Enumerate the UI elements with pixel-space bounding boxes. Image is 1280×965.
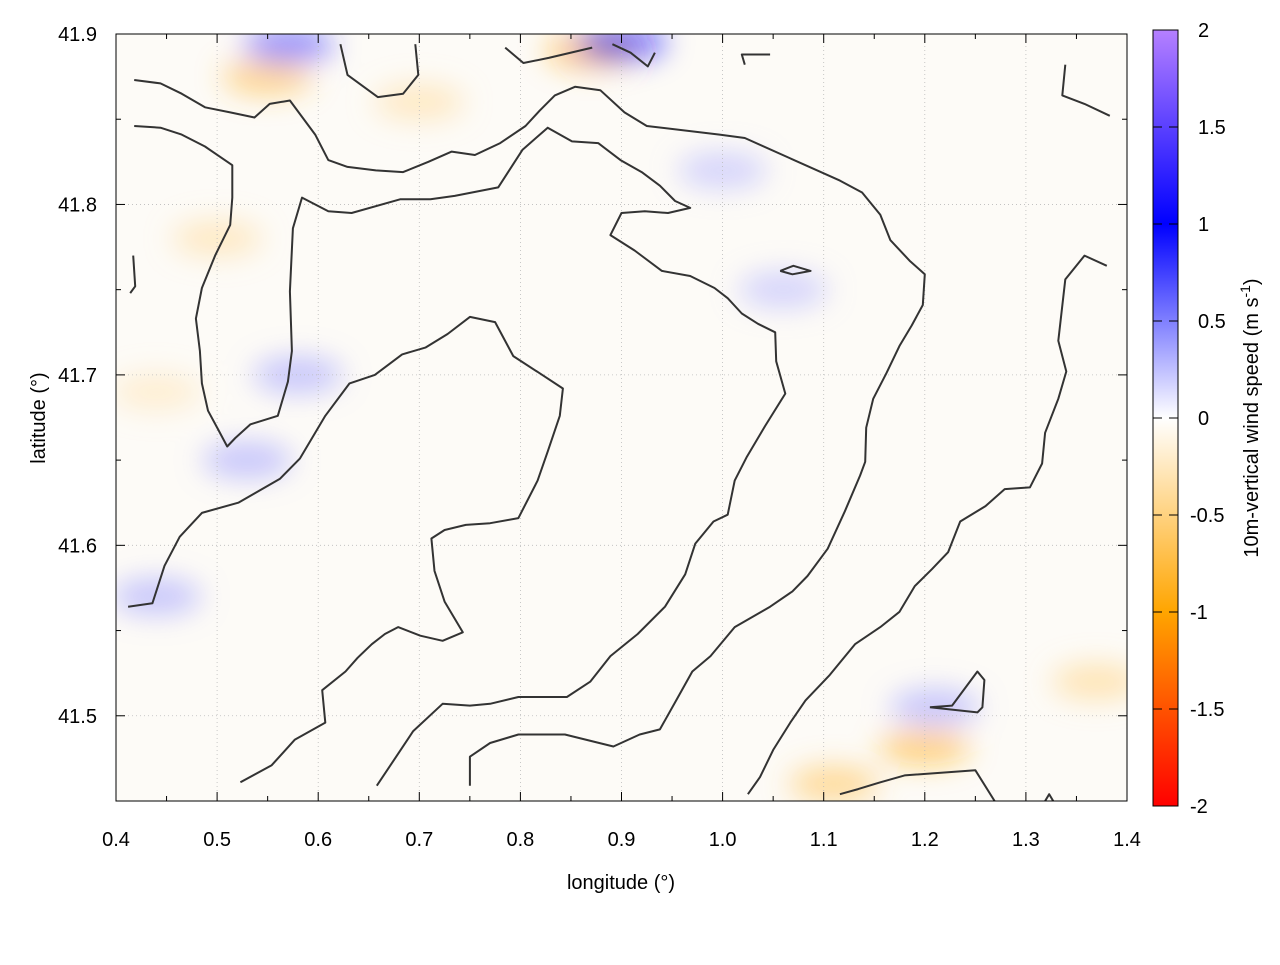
x-tick-label: 1.0: [709, 829, 737, 851]
contour-line: [747, 254, 1108, 795]
contour-line: [339, 43, 420, 99]
x-tick-label: 0.6: [304, 829, 332, 851]
x-tick-label: 0.9: [608, 829, 636, 851]
field-highlight: [1051, 663, 1127, 700]
field-highlight: [242, 34, 333, 64]
field-highlight: [576, 34, 667, 61]
contour-line: [134, 79, 926, 786]
y-tick-label: 41.8: [58, 194, 97, 216]
y-tick-label: 41.6: [58, 535, 97, 557]
contour-line: [504, 46, 593, 64]
colorbar-ticks: 2 1.5 1 0.5 0 -0.5 -1 -1.5 -2: [1153, 20, 1226, 818]
x-tick-label: 0.5: [203, 829, 231, 851]
contour-line: [129, 255, 137, 294]
x-tick-label: 1.2: [911, 829, 939, 851]
x-tick-label: 1.3: [1012, 829, 1040, 851]
field-highlight: [116, 373, 202, 410]
axis-ticks: 0.4 0.5 0.6 0.7 0.8 0.9 1.0 1.1 1.2 1.3 1.4 41.5 41.…: [58, 24, 1141, 851]
x-tick-label: 0.4: [102, 829, 130, 851]
colorbar-tick-label: 0.5: [1198, 311, 1226, 333]
y-axis-label: latitude (°): [28, 372, 50, 463]
contour-line: [839, 769, 996, 801]
colorbar-tick-label: -1.5: [1190, 699, 1224, 721]
colorbar-tick-label: -1: [1190, 602, 1208, 624]
contour-line: [134, 125, 787, 787]
field-highlight: [788, 765, 879, 801]
contour-line: [611, 43, 656, 68]
contour-line: [127, 315, 564, 784]
contour-line: [779, 264, 812, 276]
contour-line: [740, 53, 771, 65]
x-tick-label: 1.4: [1113, 829, 1141, 851]
contour-lines: [127, 43, 1111, 801]
colorbar-tick-label: 1.5: [1198, 117, 1226, 139]
field-highlight: [252, 356, 343, 393]
y-tick-label: 41.5: [58, 706, 97, 728]
y-tick-label: 41.7: [58, 365, 97, 387]
y-tick-label: 41.9: [58, 24, 97, 46]
field-highlight: [222, 58, 313, 95]
field-highlight: [116, 578, 202, 615]
colorbar-label: 10m-vertical wind speed (m s-1): [1237, 278, 1263, 557]
contour-line: [1044, 793, 1055, 801]
x-tick-label: 1.1: [810, 829, 838, 851]
plot-background: [116, 34, 1127, 801]
x-tick-label: 0.8: [506, 829, 534, 851]
field-highlight: [738, 271, 829, 308]
field-highlight: [202, 442, 293, 479]
x-axis-label: longitude (°): [567, 872, 675, 894]
x-tick-label: 0.7: [405, 829, 433, 851]
colorbar-tick-label: -0.5: [1190, 505, 1224, 527]
contour-line: [1061, 64, 1111, 117]
colorbar-tick-label: 2: [1198, 20, 1209, 42]
colorbar-tick-label: 1: [1198, 214, 1209, 236]
colorbar-tick-label: 0: [1198, 408, 1209, 430]
colorbar-tick-label: -2: [1190, 796, 1208, 818]
contour-line: [929, 670, 986, 714]
